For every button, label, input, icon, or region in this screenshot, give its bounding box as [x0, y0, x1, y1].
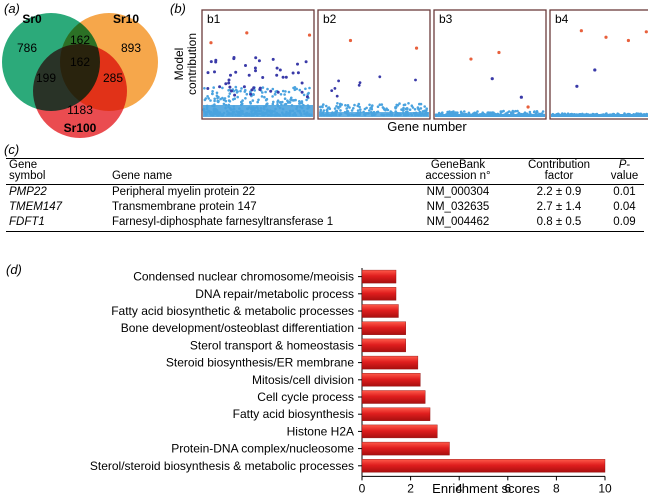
category-label: Steroid biosynthesis/ER membrane	[166, 356, 354, 370]
subpanel-dots	[434, 50, 546, 117]
bar	[361, 287, 397, 301]
cell-name: Peripheral myelin protein 22	[112, 186, 256, 198]
venn-count-sr0-only: 786	[17, 41, 37, 55]
cell-contribution: 2.2 ± 0.9	[536, 186, 582, 198]
cell-accession: NM_032635	[426, 201, 490, 213]
category-label: Protein-DNA complex/nucleosome	[171, 442, 354, 456]
venn-count-sr10-only: 893	[121, 41, 141, 55]
panel-label-b: (b)	[170, 1, 186, 16]
subpanel-frame	[433, 9, 547, 120]
cell-name: Transmembrane protein 147	[112, 201, 257, 213]
bar	[361, 390, 426, 404]
cell-contribution: 0.8 ± 0.5	[513, 215, 605, 232]
subpanel-frame	[317, 9, 431, 120]
cell-accession: NM_004462	[403, 215, 513, 232]
category-label: Sterol/steroid biosynthesis & metabolic …	[90, 459, 354, 473]
subpanel-b3: b3	[433, 9, 547, 120]
venn-label-sr100: Sr100	[64, 121, 97, 135]
category-label: DNA repair/metabolic process	[195, 287, 354, 301]
panel-label-d: (d)	[6, 262, 22, 277]
venn-label-sr0: Sr0	[22, 12, 42, 26]
header-gene-symbol: Gene symbol	[6, 158, 109, 185]
table-header-row: Gene symbol Gene name GeneBank accession n…	[6, 158, 644, 185]
table-row: PMP22 Peripheral myelin protein 22 NM_00…	[6, 185, 644, 201]
chart-xlabel: Enrichment scores	[432, 481, 540, 496]
category-label: Fatty acid biosynthetic & metabolic proc…	[111, 304, 354, 318]
bar	[361, 459, 606, 473]
category-label: Histone H2A	[287, 424, 354, 438]
panel-label-c: (c)	[4, 142, 20, 157]
x-tick-label: 6	[504, 481, 511, 495]
category-label: Mitosis/cell division	[252, 373, 354, 387]
subpanel-dots	[202, 31, 313, 117]
venn-count-sr0-sr10: 162	[70, 33, 90, 47]
venn-count-sr0-sr100: 199	[36, 71, 56, 85]
panel-label-a: (a)	[4, 1, 20, 16]
category-label: Cell cycle process	[257, 390, 354, 404]
table-row: FDFT1 Farnesyl-diphosphate farnesyltrans…	[6, 215, 644, 232]
subpanel-b1: b1	[201, 9, 315, 120]
bar	[361, 304, 399, 318]
cell-symbol: FDFT1	[6, 215, 109, 232]
x-tick-label: 0	[359, 481, 366, 495]
bar	[361, 424, 438, 439]
venn-count-all: 162	[70, 55, 90, 69]
venn-count-sr10-sr100: 285	[103, 71, 123, 85]
subpanel-b2: b2	[317, 9, 431, 120]
category-label: Sterol transport & homeostasis	[190, 338, 354, 352]
cell-pvalue: 0.01	[613, 186, 636, 198]
cell-contribution: 2.7 ± 1.4	[536, 201, 582, 213]
cell-pvalue: 0.09	[605, 215, 644, 232]
x-tick-label: 10	[598, 481, 612, 495]
cell-name: Farnesyl-diphosphate farnesyltransferase…	[109, 215, 403, 232]
subpanel-label: b2	[323, 12, 337, 26]
cell-accession: NM_000304	[426, 186, 490, 198]
header-contribution: Contribution factor	[513, 158, 605, 185]
bar	[361, 407, 431, 421]
enrichment-bar-chart: Condensed nuclear chromosome/meoisis DNA …	[90, 268, 612, 496]
x-tick-label: 8	[553, 481, 560, 495]
subpanel-dots	[551, 29, 648, 117]
header-gene-name: Gene name	[109, 158, 403, 185]
subpanel-label: b1	[207, 12, 221, 26]
scatter-ylabel-line2: contribution	[185, 33, 199, 95]
venn-diagram: Sr0 Sr10 Sr100 786 893 1183 162 162 199 …	[2, 12, 158, 138]
gene-table: Gene symbol Gene name GeneBank accession n…	[6, 158, 644, 232]
subpanel-frame	[549, 9, 648, 120]
header-accession: GeneBank accession n°	[403, 158, 513, 185]
bar	[361, 338, 406, 353]
bar	[361, 321, 406, 335]
subpanel-label: b3	[439, 12, 453, 26]
subpanel-dots	[318, 38, 429, 117]
bar	[361, 269, 397, 284]
table-row: TMEM147 Transmembrane protein 147 NM_032…	[6, 200, 644, 215]
bar	[361, 441, 450, 456]
header-pvalue: P-value	[605, 158, 644, 185]
x-tick-label: 2	[407, 481, 414, 495]
scatter-ylabel-line1: Model	[172, 48, 186, 81]
cell-symbol: PMP22	[9, 186, 47, 198]
subpanel-b4: b4	[549, 9, 648, 120]
category-label: Bone development/osteoblast differentiat…	[121, 321, 354, 335]
bar	[361, 373, 421, 387]
scatter-xlabel: Gene number	[387, 119, 467, 134]
category-label: Fatty acid biosynthesis	[233, 407, 354, 421]
cell-pvalue: 0.04	[613, 201, 636, 213]
bar	[361, 355, 419, 370]
x-tick-label: 4	[456, 481, 463, 495]
cell-symbol: TMEM147	[9, 201, 63, 213]
venn-circle-sr100	[33, 44, 127, 138]
category-label: Condensed nuclear chromosome/meoisis	[133, 270, 354, 284]
subpanel-label: b4	[555, 12, 569, 26]
venn-count-sr100-only: 1183	[67, 103, 93, 117]
venn-label-sr10: Sr10	[113, 12, 139, 26]
contribution-scatter: Model contribution b1 b2 b3 b4 Gene number	[172, 9, 648, 134]
